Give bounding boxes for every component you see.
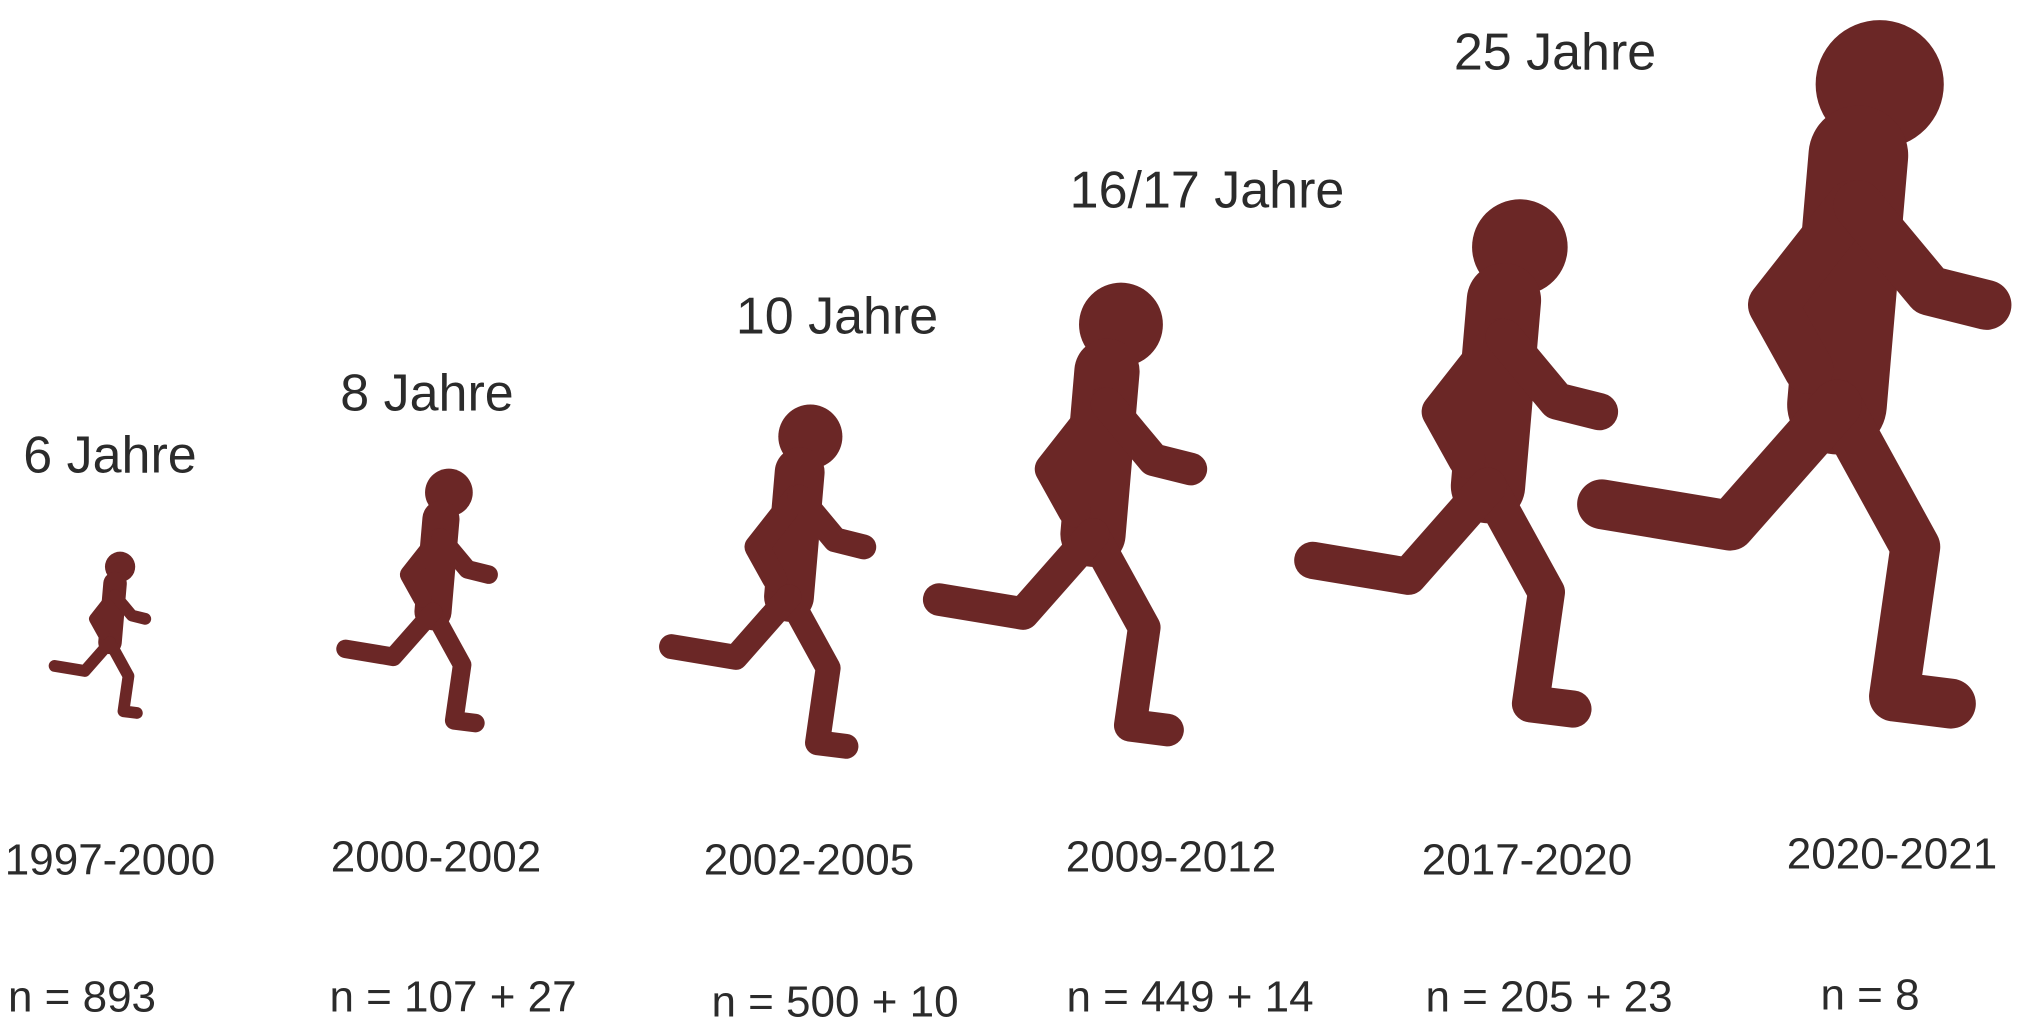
runner-limb bbox=[659, 584, 802, 670]
sample-size-label: n = 500 + 10 bbox=[711, 978, 958, 1026]
runner-limb bbox=[1833, 180, 2012, 330]
age-label: 8 Jahre bbox=[340, 365, 513, 423]
runner-limb bbox=[1812, 379, 1976, 729]
years-label: 2009-2012 bbox=[1066, 833, 1276, 882]
years-label: 2017-2020 bbox=[1422, 836, 1632, 885]
years-label: 2002-2005 bbox=[704, 836, 914, 885]
runner-limb bbox=[776, 584, 859, 759]
sample-size-label: n = 205 + 23 bbox=[1425, 973, 1672, 1022]
sample-size-label: n = 449 + 14 bbox=[1066, 973, 1313, 1022]
runner-limb bbox=[89, 589, 120, 640]
runner-limb bbox=[922, 517, 1110, 630]
runner-limb bbox=[48, 636, 116, 677]
runner-limb bbox=[1034, 387, 1119, 528]
runner-limb bbox=[1421, 318, 1518, 479]
runner-limb bbox=[1294, 467, 1507, 595]
years-label: 2000-2002 bbox=[331, 833, 541, 882]
runner-limb bbox=[423, 602, 485, 733]
years-label: 2020-2021 bbox=[1787, 830, 1997, 879]
age-label: 10 Jahre bbox=[736, 288, 938, 346]
runner-silhouette bbox=[922, 282, 1208, 747]
runner-limb bbox=[787, 484, 877, 560]
runner-limb bbox=[1577, 379, 1862, 551]
runner-limb bbox=[1747, 180, 1877, 394]
runner-silhouette bbox=[659, 404, 877, 759]
sample-size-label: n = 8 bbox=[1820, 971, 1919, 1020]
runner-limb bbox=[744, 484, 809, 592]
runner-limb bbox=[109, 589, 152, 625]
age-label: 6 Jahre bbox=[23, 427, 196, 485]
runner-silhouette bbox=[336, 468, 498, 733]
age-label: 16/17 Jahre bbox=[1070, 162, 1345, 220]
sample-size-label: n = 107 + 27 bbox=[329, 973, 576, 1022]
sample-size-label: n = 893 bbox=[8, 973, 156, 1022]
runner-limb bbox=[104, 636, 143, 719]
runner-limb bbox=[1485, 318, 1619, 431]
runner-limb bbox=[336, 602, 443, 667]
runner-silhouette bbox=[48, 551, 152, 719]
years-label: 1997-2000 bbox=[5, 836, 215, 885]
runner-limb bbox=[399, 528, 448, 608]
runner-limb bbox=[1090, 387, 1208, 486]
runner-silhouette bbox=[1294, 199, 1619, 728]
runner-limb bbox=[1469, 467, 1592, 728]
age-label: 25 Jahre bbox=[1454, 24, 1656, 82]
runner-silhouette bbox=[1577, 20, 2012, 729]
runner-limb bbox=[431, 528, 498, 584]
runner-limb bbox=[1076, 517, 1184, 747]
